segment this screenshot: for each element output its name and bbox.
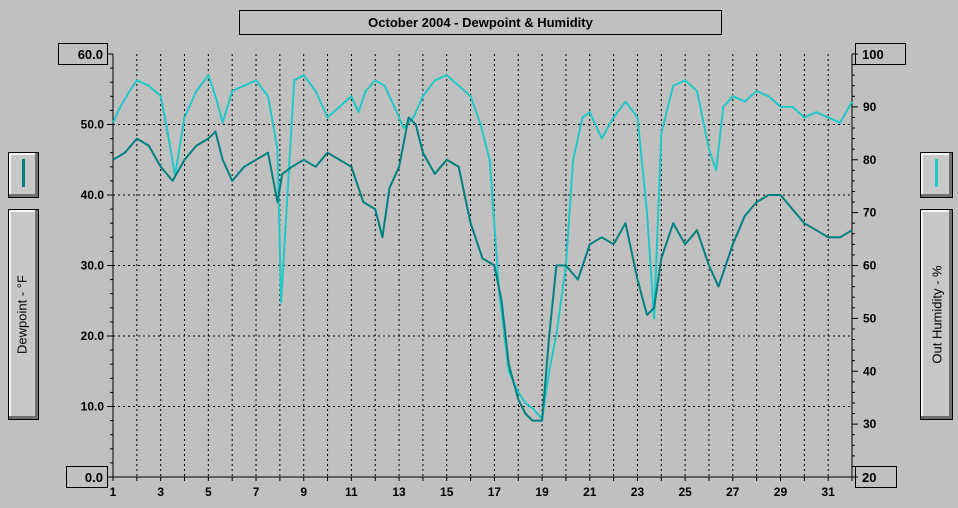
grid-lines [113, 54, 852, 477]
x-tick-label: 19 [535, 485, 549, 499]
x-tick-label: 17 [488, 485, 502, 499]
x-tick-labels: 1 3 5 7 9 11 13 15 17 19 21 23 25 27 29 31 [110, 485, 835, 499]
x-tick-label: 29 [774, 485, 788, 499]
right-tick-label: 70 [863, 206, 877, 220]
left-tick-label: 10.0 [81, 400, 105, 414]
left-tick-labels: 10.0 20.0 30.0 40.0 50.0 [81, 118, 105, 414]
x-tick-label: 5 [205, 485, 212, 499]
x-tick-label: 3 [157, 485, 164, 499]
right-tick-label: 50 [863, 311, 877, 325]
dewpoint-line [112, 116, 853, 422]
x-tick-label: 11 [345, 485, 358, 499]
x-tick-label: 25 [678, 485, 692, 499]
x-tick-label: 13 [392, 485, 406, 499]
x-tick-label: 15 [440, 485, 454, 499]
x-tick-label: 27 [726, 485, 740, 499]
right-tick-label: 80 [863, 153, 877, 167]
x-tick-label: 31 [821, 485, 835, 499]
right-tick-labels: 30 40 50 60 70 80 90 [863, 100, 877, 431]
left-axis-max-label: 60.0 [58, 43, 108, 65]
humidity-legend-line [935, 159, 938, 187]
left-axis-title-panel: Dewpoint - °F [8, 209, 39, 420]
right-tick-label: 30 [863, 417, 877, 431]
left-tick-label: 20.0 [81, 329, 105, 343]
right-tick-label: 90 [863, 100, 877, 114]
x-tick-label: 23 [631, 485, 645, 499]
x-tick-label: 1 [110, 485, 117, 499]
left-tick-label: 40.0 [81, 188, 105, 202]
axes [107, 53, 858, 481]
dewpoint-legend-swatch [8, 152, 39, 198]
humidity-legend-swatch [920, 152, 953, 198]
x-tick-label: 9 [300, 485, 307, 499]
chart-title: October 2004 - Dewpoint & Humidity [239, 10, 722, 35]
left-tick-label: 30.0 [81, 259, 105, 273]
right-tick-label: 40 [863, 364, 877, 378]
dewpoint-legend-line [22, 159, 25, 187]
x-tick-label: 21 [583, 485, 597, 499]
right-tick-label: 60 [863, 259, 877, 273]
left-tick-label: 50.0 [81, 118, 105, 132]
series-lines [112, 74, 853, 422]
humidity-line [112, 74, 853, 420]
right-axis-title-panel: Out Humidity - % [920, 209, 953, 420]
x-tick-label: 7 [253, 485, 260, 499]
